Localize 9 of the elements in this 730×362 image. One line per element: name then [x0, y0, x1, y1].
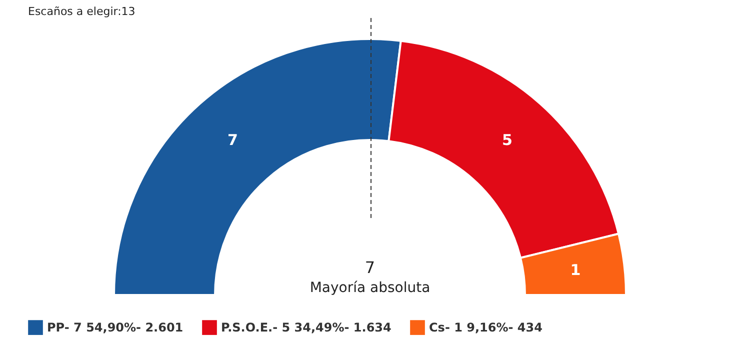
data-label: 1	[570, 261, 581, 280]
data-label: 5	[502, 131, 512, 150]
legend-label: Cs- 1 9,16%- 434	[429, 320, 542, 335]
legend-label: PP- 7 54,90%- 2.601	[47, 320, 184, 335]
text: Mayoría absoluta	[310, 280, 430, 296]
legend-label: P.S.O.E.- 5 34,49%- 1.634	[221, 320, 392, 335]
text: 7	[364, 258, 376, 277]
data-label: 7	[228, 131, 238, 150]
chart-title: Escaños a elegir:13	[28, 5, 136, 18]
